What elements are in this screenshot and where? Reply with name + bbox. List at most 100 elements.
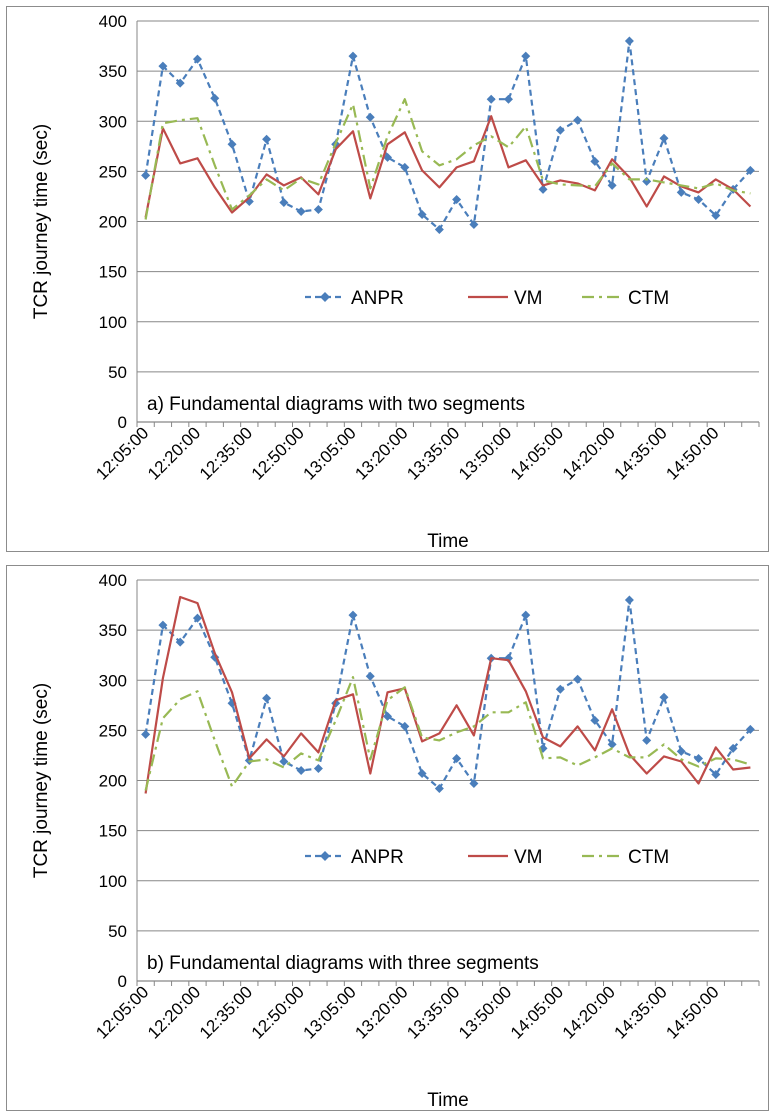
chart-a-xtick-label: 13:05:00	[300, 423, 360, 483]
chart-a-point-anpr	[521, 51, 531, 61]
chart-b-point-anpr	[607, 739, 617, 749]
chart-b-x-axis-title: Time	[427, 1090, 469, 1111]
chart-a-point-anpr	[313, 204, 323, 214]
chart-b-point-anpr	[400, 721, 410, 731]
chart-a-point-anpr	[590, 156, 600, 166]
chart-b-ytick-label: 350	[99, 621, 127, 640]
chart-a-ytick-label: 200	[99, 213, 127, 232]
chart-a-xtick-label: 14:05:00	[507, 423, 567, 483]
chart-a-point-anpr	[624, 36, 634, 46]
chart-b-ytick-label: 0	[118, 972, 127, 991]
chart-b-point-anpr	[210, 652, 220, 662]
chart-a-point-anpr	[452, 194, 462, 204]
chart-b-point-anpr	[694, 753, 704, 763]
chart-a-legend-label-ctm: CTM	[628, 288, 669, 309]
chart-a-xtick-label: 13:50:00	[455, 423, 515, 483]
chart-a-point-anpr	[158, 61, 168, 71]
chart-b-point-anpr	[262, 693, 272, 703]
chart-a-xtick-label: 14:35:00	[611, 423, 671, 483]
chart-a-point-anpr	[400, 162, 410, 172]
chart-a-series-vm-line	[144, 115, 752, 218]
chart-b-point-anpr	[434, 784, 444, 794]
chart-a-point-anpr	[279, 197, 289, 207]
chart-a-xtick-label: 13:20:00	[351, 423, 411, 483]
chart-a-point-anpr	[711, 210, 721, 220]
chart-b-point-anpr	[296, 765, 306, 775]
chart-a-point-anpr	[538, 184, 548, 194]
chart-a-annotation: a) Fundamental diagrams with two segment…	[147, 394, 525, 415]
chart-b-point-anpr	[521, 610, 531, 620]
chart-panel-b: 0 50 100 150 200 250 300 350 400 12:05:00 12:20:00…	[6, 565, 769, 1111]
chart-b-point-anpr	[175, 637, 185, 647]
chart-a-point-anpr	[434, 225, 444, 235]
chart-a-point-anpr	[365, 112, 375, 122]
chart-b-ytick-label: 100	[99, 872, 127, 891]
chart-a-point-anpr	[348, 51, 358, 61]
chart-b-xtick-label: 14:50:00	[662, 982, 722, 1042]
chart-a-point-anpr	[555, 125, 565, 135]
chart-b-svg: 0 50 100 150 200 250 300 350 400 12:05:0012:20:00…	[31, 571, 760, 1111]
chart-b-point-anpr	[659, 692, 669, 702]
chart-b-point-anpr	[383, 711, 393, 721]
chart-b-xtick-label: 12:20:00	[144, 982, 204, 1042]
chart-a-xtick-label: 12:35:00	[196, 423, 256, 483]
chart-b-point-anpr	[417, 768, 427, 778]
chart-a-x-axis-title: Time	[427, 531, 469, 552]
chart-a-svg: 0 50 100 150 200 250 300 350 400 12:05:0012:20:00…	[31, 12, 760, 552]
chart-b-point-anpr	[348, 610, 358, 620]
chart-a-xtick-label: 13:35:00	[403, 423, 463, 483]
chart-b-xtick-label: 13:35:00	[403, 982, 463, 1042]
chart-b-point-anpr	[728, 743, 738, 753]
chart-a-ytick-label: 250	[99, 162, 127, 181]
chart-a-y-axis-title: TCR journey time (sec)	[31, 124, 52, 319]
chart-a-point-anpr	[296, 206, 306, 216]
chart-a-point-anpr	[192, 54, 202, 64]
chart-b-y-axis-title: TCR journey time (sec)	[31, 683, 52, 878]
chart-b-series-vm-line	[144, 595, 751, 794]
chart-b-xtick-label: 12:05:00	[92, 982, 152, 1042]
chart-a-xtick-label: 12:05:00	[92, 423, 152, 483]
chart-b-point-anpr	[711, 769, 721, 779]
chart-b-point-anpr	[279, 756, 289, 766]
chart-b-ytick-label: 200	[99, 772, 127, 791]
chart-b-point-anpr	[469, 779, 479, 789]
chart-a-point-anpr	[607, 180, 617, 190]
chart-a-series-anpr-line	[144, 39, 752, 231]
chart-a-ytick-label: 350	[99, 62, 127, 81]
chart-b-xtick-label: 14:20:00	[559, 982, 619, 1042]
chart-b-point-anpr	[141, 729, 151, 739]
chart-panel-a: 0 50 100 150 200 250 300 350 400 12:05:00 12:20:00…	[6, 6, 769, 552]
chart-b-ytick-label: 400	[99, 571, 127, 590]
chart-b-xtick-label: 13:05:00	[300, 982, 360, 1042]
chart-a-point-anpr	[383, 152, 393, 162]
chart-b-point-anpr	[590, 715, 600, 725]
chart-b-ytick-label: 250	[99, 721, 127, 740]
chart-a-point-anpr	[469, 220, 479, 230]
chart-b-series-ctm-line	[144, 676, 751, 791]
chart-a-point-anpr	[503, 94, 513, 104]
chart-b-xtick-label: 12:50:00	[248, 982, 308, 1042]
chart-b-xtick-label: 14:35:00	[611, 982, 671, 1042]
chart-b-point-anpr	[624, 595, 634, 605]
chart-a-ytick-label: 300	[99, 112, 127, 131]
chart-b-legend-label-vm: VM	[514, 847, 543, 868]
chart-b-ytick-label: 150	[99, 822, 127, 841]
chart-a-point-anpr	[745, 165, 755, 175]
chart-b-point-anpr	[745, 724, 755, 734]
chart-b-point-anpr	[642, 735, 652, 745]
chart-a-ytick-label: 150	[99, 263, 127, 282]
chart-b-point-anpr	[192, 613, 202, 623]
chart-b-point-anpr	[555, 684, 565, 694]
chart-b-series-anpr-line	[144, 598, 752, 790]
chart-a-ytick-label: 400	[99, 12, 127, 31]
chart-b-point-anpr	[676, 746, 686, 756]
chart-b-xtick-label: 14:05:00	[507, 982, 567, 1042]
chart-a-ytick-label: 0	[118, 413, 127, 432]
chart-a-point-anpr	[141, 170, 151, 180]
chart-a-xtick-label: 14:20:00	[559, 423, 619, 483]
chart-a-point-anpr	[676, 187, 686, 197]
chart-b-xtick-label: 12:35:00	[196, 982, 256, 1042]
chart-a-xtick-label: 12:50:00	[248, 423, 308, 483]
chart-b-ytick-label: 300	[99, 671, 127, 690]
chart-b-legend-label-ctm: CTM	[628, 847, 669, 868]
